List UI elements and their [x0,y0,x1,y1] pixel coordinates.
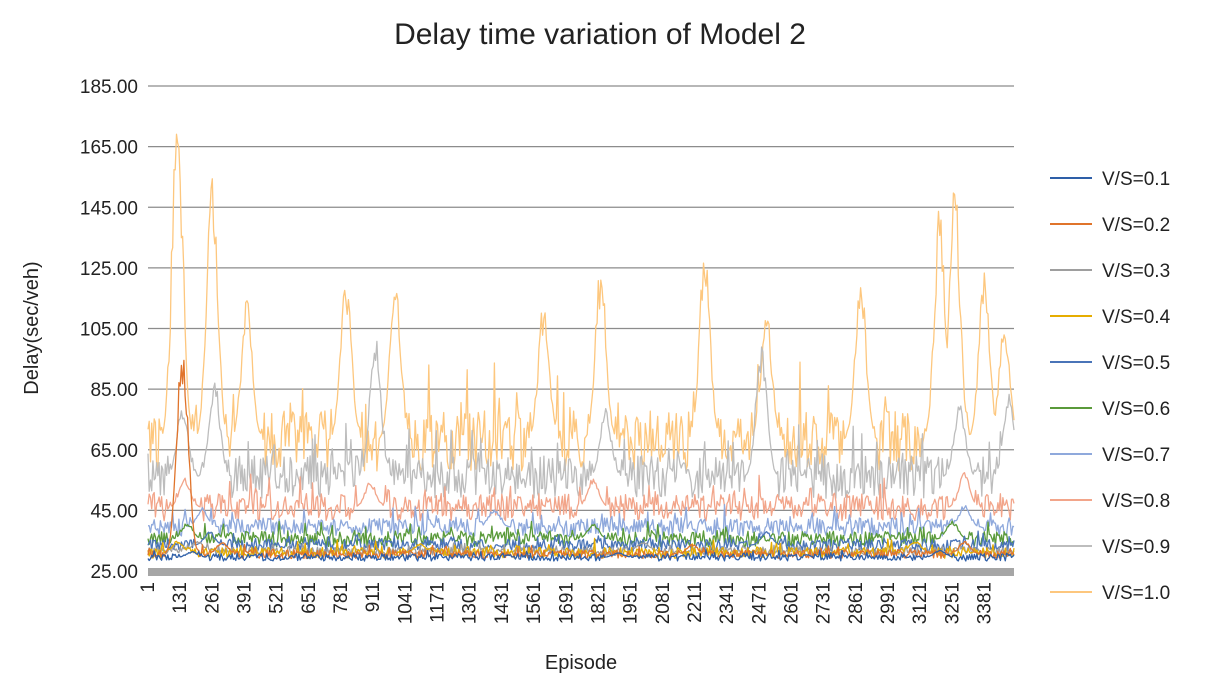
x-tick-label: 3121 [910,582,931,624]
x-tick-label: 2601 [781,582,802,624]
x-tick-label: 521 [267,582,288,614]
gridlines [148,85,1014,511]
x-axis-bar [148,568,1014,576]
x-axis-ticks: 1 131 261 391 521 651 781 911 1041 1171 1301 1431 15… [138,582,996,624]
y-tick-label: 185.00 [80,77,138,98]
x-tick-label: 1691 [556,582,577,624]
x-tick-label: 1171 [428,582,449,623]
x-tick-label: 1301 [460,582,481,624]
series-lines [147,133,1015,562]
y-tick-label: 145.00 [80,198,138,219]
y-tick-label: 165.00 [80,138,138,159]
series-line [147,340,1015,499]
x-tick-label: 3251 [942,582,963,624]
x-tick-label: 131 [170,582,191,614]
x-axis-label: Episode [545,652,617,674]
chart-title: Delay time variation of Model 2 [394,18,806,51]
x-tick-label: 1561 [524,582,545,624]
x-tick-label: 261 [202,582,223,614]
x-tick-label: 2471 [749,582,770,624]
x-tick-label: 2081 [653,582,674,624]
series-line [147,133,1015,472]
x-tick-label: 1951 [621,582,642,624]
y-tick-label: 105.00 [80,320,138,341]
legend-label: V/S=0.6 [1102,399,1170,420]
legend: V/S=0.1 V/S=0.2 V/S=0.3 V/S=0.4 V/S=0.5 V/S=0… [1050,169,1171,604]
legend-label: V/S=0.7 [1102,445,1170,466]
legend-label: V/S=0.5 [1102,353,1170,374]
series-line [147,504,1015,537]
y-tick-label: 85.00 [90,380,138,401]
x-tick-label: 651 [299,582,320,614]
x-tick-label: 1821 [588,582,609,624]
x-tick-label: 2731 [814,582,835,624]
y-axis-label: Delay(sec/veh) [21,261,43,394]
series-line [147,548,1015,562]
legend-label: V/S=0.8 [1102,491,1170,512]
legend-label: V/S=0.9 [1102,537,1170,558]
x-tick-label: 2341 [717,582,738,624]
x-tick-label: 2861 [846,582,867,624]
series-line [147,472,1015,522]
legend-label: V/S=0.1 [1102,169,1170,190]
y-tick-label: 125.00 [80,259,138,280]
x-tick-label: 781 [331,582,352,614]
y-axis-ticks: 185.00 165.00 145.00 125.00 105.00 85.00 65.00… [80,77,138,583]
x-tick-label: 2991 [878,582,899,624]
x-tick-label: 1 [138,582,159,593]
x-tick-label: 1431 [492,582,513,624]
legend-label: V/S=0.4 [1102,307,1171,328]
y-tick-label: 65.00 [90,441,138,462]
legend-label: V/S=0.2 [1102,215,1170,236]
x-tick-label: 911 [363,582,384,612]
legend-label: V/S=1.0 [1102,583,1170,604]
x-tick-label: 2211 [685,582,706,623]
x-tick-label: 391 [235,582,256,614]
x-tick-label: 1041 [395,582,416,624]
x-tick-label: 3381 [975,582,996,624]
y-tick-label: 25.00 [90,562,138,583]
legend-label: V/S=0.3 [1102,261,1170,282]
y-tick-label: 45.00 [90,501,138,522]
